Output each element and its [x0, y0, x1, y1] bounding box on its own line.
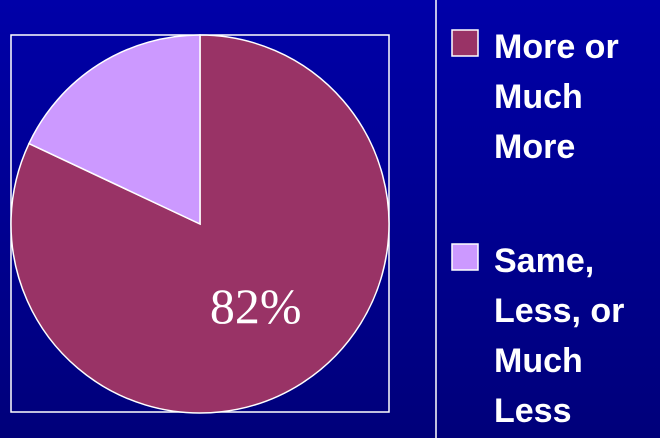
legend-label: Same, Less, or Much Less	[494, 242, 625, 430]
legend-label: More or Much More	[494, 28, 619, 166]
legend-frame	[435, 0, 437, 438]
data-label: 82%	[210, 278, 302, 334]
legend-swatch	[451, 243, 479, 271]
legend-swatch	[451, 29, 479, 57]
pie-slice	[27, 34, 201, 226]
